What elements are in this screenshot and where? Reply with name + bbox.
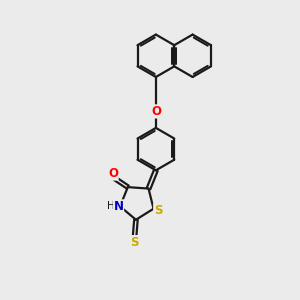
Text: S: S xyxy=(130,236,139,249)
Text: S: S xyxy=(154,204,162,217)
Text: O: O xyxy=(151,105,161,118)
Text: H: H xyxy=(107,201,115,212)
Text: O: O xyxy=(108,167,118,180)
Text: N: N xyxy=(114,200,124,213)
